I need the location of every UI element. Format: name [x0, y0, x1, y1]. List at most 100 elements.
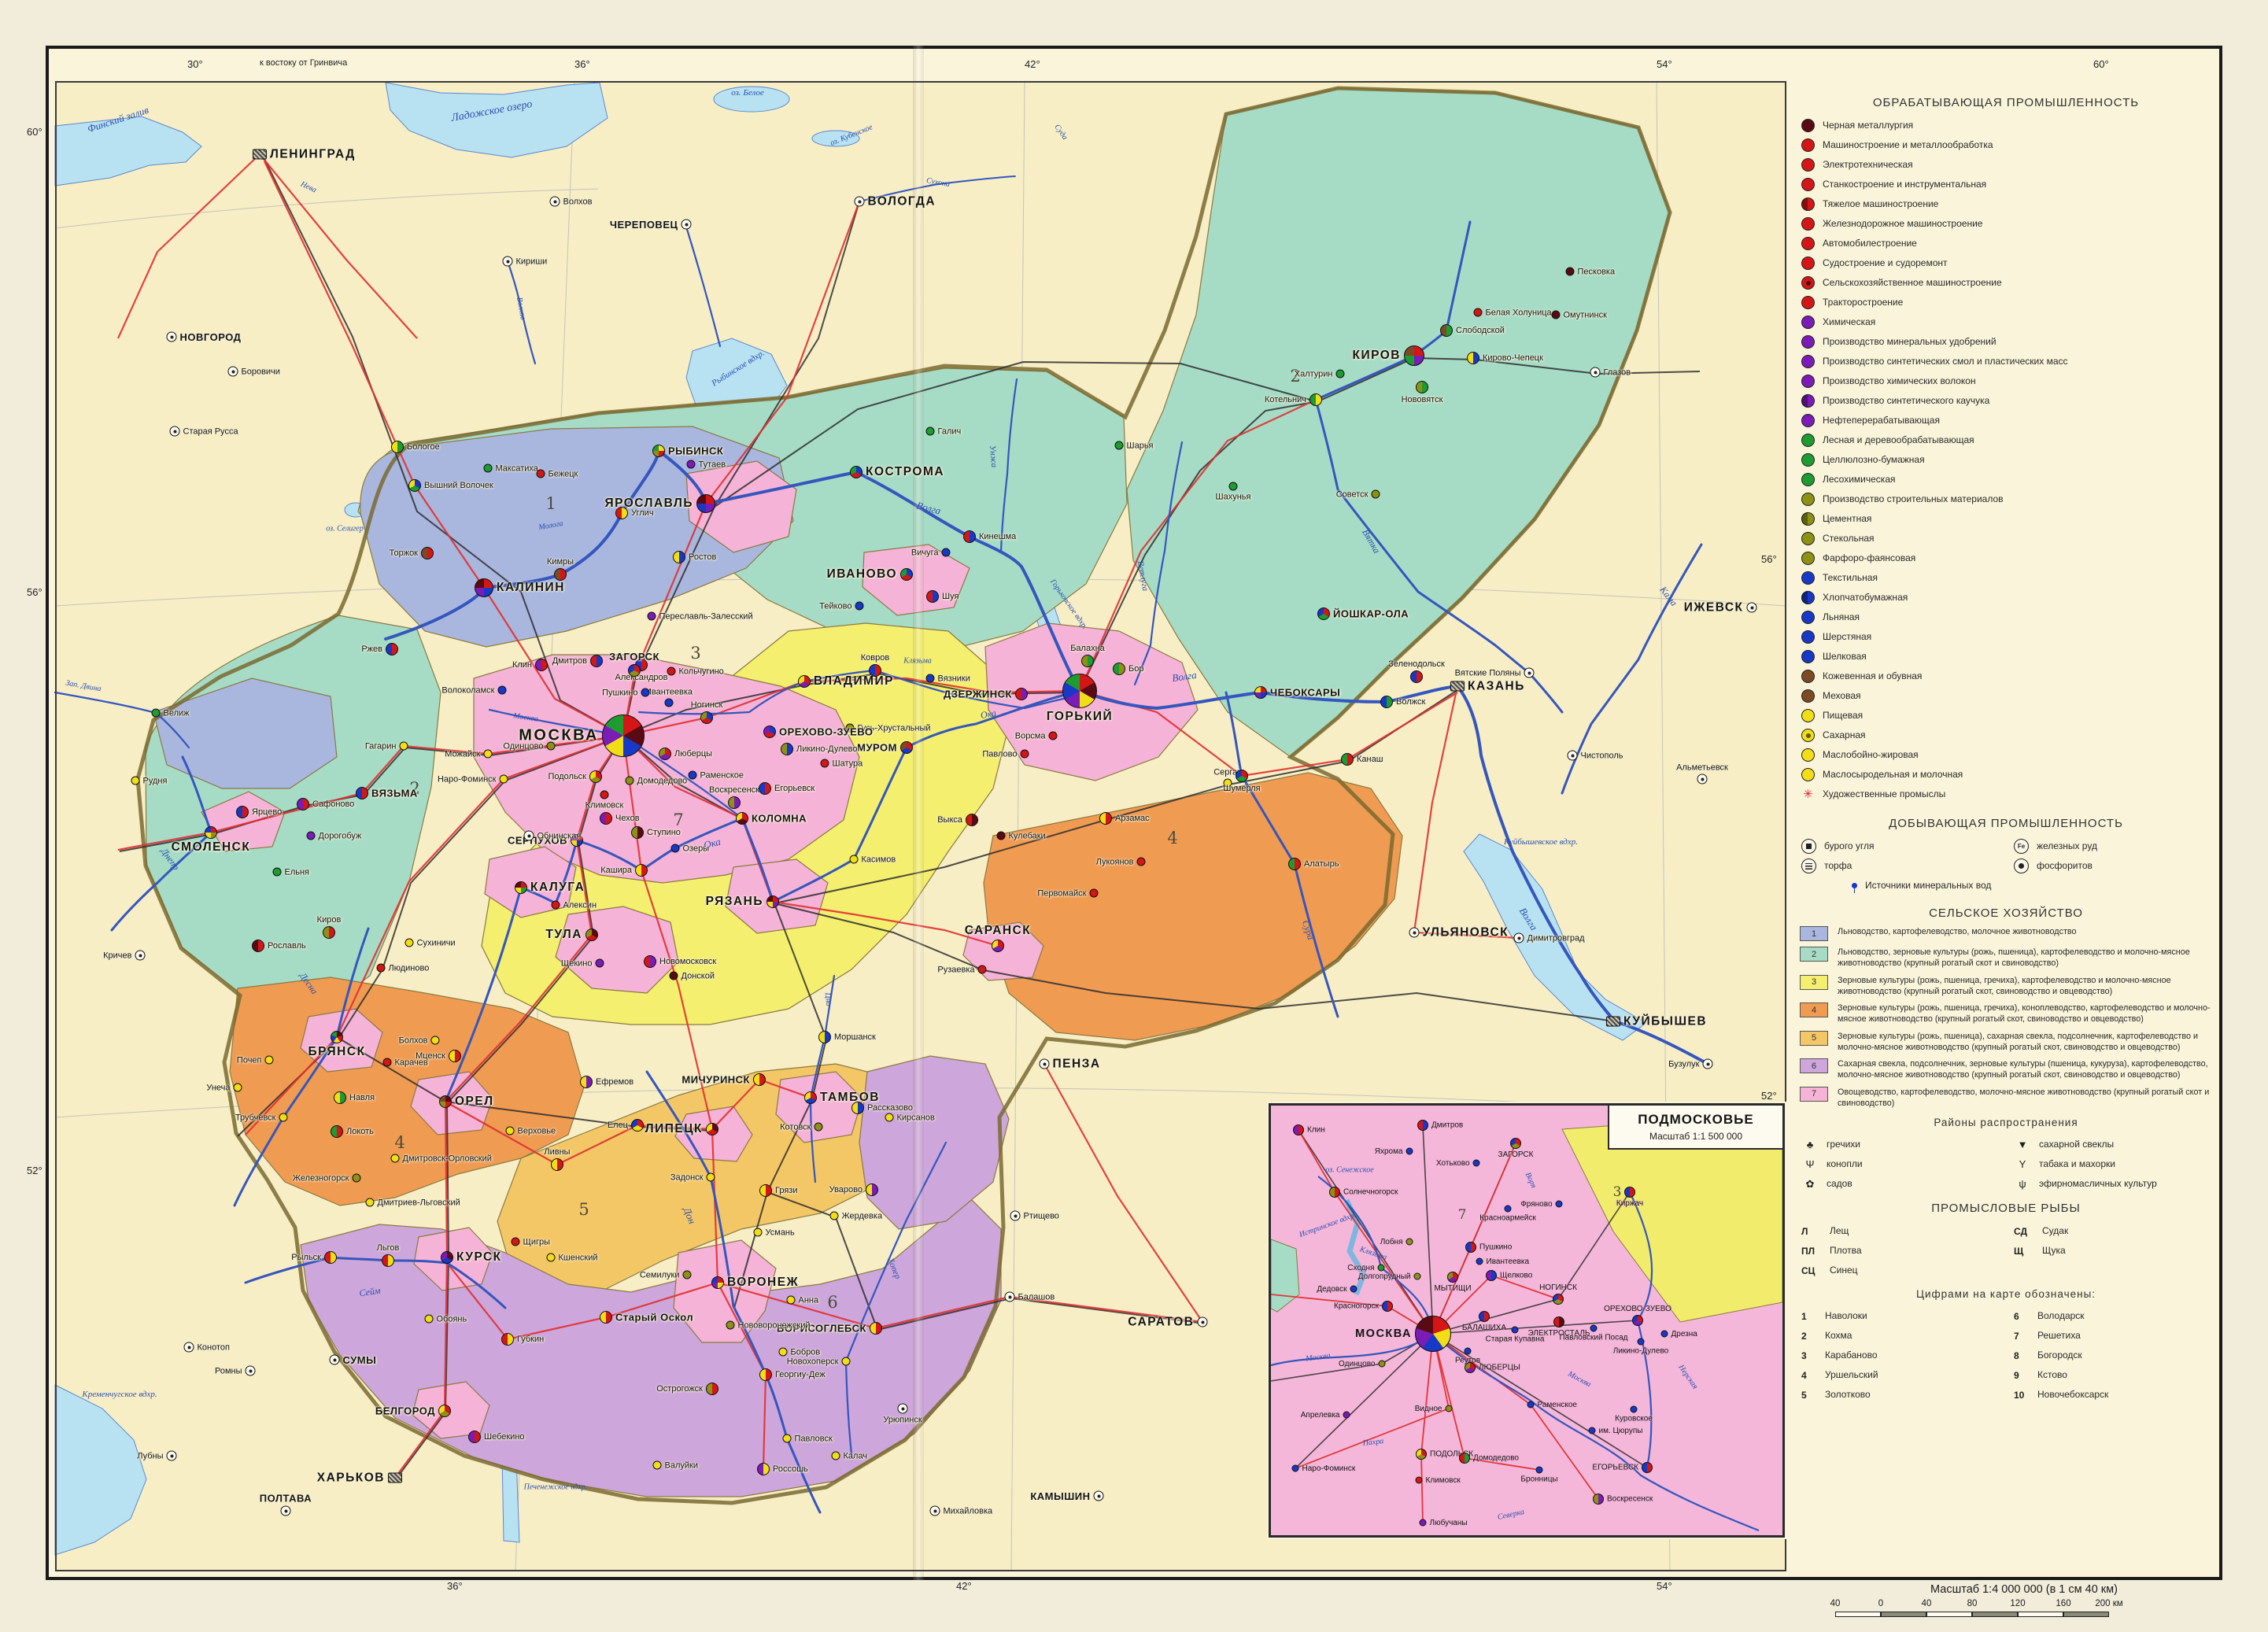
city-label: Почеп [236, 1055, 262, 1065]
legend-swatch [1801, 217, 1815, 231]
city-marker [1309, 393, 1322, 406]
city-marker [1378, 1360, 1386, 1368]
city-marker [992, 940, 1004, 952]
water-label: оз. Белое [731, 88, 764, 98]
city-label: Нововятск [1401, 395, 1443, 404]
legend-item: Текстильная [1797, 568, 2215, 588]
city-marker [253, 149, 267, 160]
city-Долгопрудный: Долгопрудный [1358, 1272, 1421, 1281]
city-label: ОРЕХОВО-ЗУЕВО [779, 726, 874, 738]
city-marker [421, 547, 434, 559]
city-МОСКВА: МОСКВА [519, 714, 645, 757]
city-marker [1465, 1362, 1476, 1373]
city-label: Дмитров [552, 656, 587, 666]
legend-item-label: Производство строительных материалов [1823, 493, 2004, 504]
legend-fish-item: ПЛ Плотва [1801, 1244, 1862, 1257]
city-Лукоянов: Лукоянов [1096, 857, 1146, 866]
legend-mining-items: бурого угля торфа Fe железных руд фосфоритов [1797, 836, 2215, 876]
graticule-label-right: 52° [1761, 1090, 1777, 1102]
region-number: 4 [1167, 829, 1178, 847]
city-Вышний Волочек: Вышний Волочек [408, 479, 493, 492]
legend-number-item: 9 Кстово [2014, 1368, 2067, 1381]
city-marker [515, 881, 527, 894]
city-label: Новомосковск [659, 957, 717, 966]
city-marker [1637, 1338, 1645, 1346]
legend-swatch [1801, 630, 1815, 644]
city-label: Наро-Фоминск [1302, 1464, 1356, 1473]
city-label: ДЗЕРЖИНСК [943, 688, 1012, 700]
city-БОРИСОГЛЕБСК: БОРИСОГЛЕБСК [777, 1322, 882, 1335]
city-Советск: Советск [1336, 489, 1380, 499]
city-marker [589, 770, 602, 783]
graticule-label-top: 30° [187, 58, 203, 70]
legend-swatch [1801, 355, 1815, 368]
city-Урюпинск: Урюпинск [883, 1403, 922, 1425]
city-label: Валуйки [664, 1460, 698, 1470]
city-Зеленодольск: Зеленодольск [1388, 659, 1445, 683]
city-marker [483, 749, 493, 759]
city-БЕЛГОРОД: БЕЛГОРОД [375, 1405, 451, 1417]
city-marker [1382, 1301, 1393, 1312]
legend-numbers-items: 1 Наволоки 2 Кохма 3 Карабаново 4 Уршельский 5 Зо… [1797, 1306, 2215, 1405]
city-marker [535, 659, 548, 671]
city-Кирсанов: Кирсанов [885, 1113, 935, 1122]
city-marker [1371, 489, 1380, 499]
city-Велиж: Велиж [151, 708, 190, 718]
city-label: Кольчугино [678, 666, 724, 676]
city-label: Чехов [615, 814, 640, 823]
city-marker [331, 1125, 343, 1138]
city-label: Касимов [861, 855, 896, 864]
city-marker [885, 1113, 894, 1122]
scale-box: Масштаб 1:4 000 000 (в 1 см 40 км) 40 0 40… [1827, 1583, 2221, 1623]
city-marker [475, 578, 493, 597]
city-Павлово: Павлово [982, 749, 1029, 759]
city-marker [1377, 1264, 1385, 1272]
city-ТУЛА: ТУЛА [545, 928, 598, 941]
city-Вятские Поляны: Вятские Поляны [1455, 667, 1535, 678]
city-marker [324, 1251, 337, 1264]
city-ГОРЬКИЙ: ГОРЬКИЙ [1047, 674, 1112, 723]
city-marker [1551, 310, 1561, 319]
city-label: Одинцово [1339, 1359, 1376, 1368]
legend-item: Нефтеперерабатывающая [1797, 411, 2215, 430]
legend-agriculture-title: СЕЛЬСКОЕ ХОЗЯЙСТВО [1929, 906, 2083, 920]
legend-number-item: 6 Володарск [2014, 1309, 2085, 1322]
water-label: Цна [822, 991, 833, 1007]
city-label: Верховье [517, 1126, 556, 1135]
city-marker [1565, 267, 1575, 276]
city-marker [523, 830, 534, 841]
city-Углич: Углич [615, 507, 654, 519]
region-number: 2 [409, 779, 420, 798]
city-Старый Оскол: Старый Оскол [600, 1311, 693, 1324]
city-marker [391, 441, 404, 453]
city-Балахна: Балахна [1070, 644, 1105, 667]
city-marker [1590, 1324, 1598, 1332]
city-ЗАГОРСК: ЗАГОРСК [609, 651, 659, 677]
city-Гусь-Хрустальный: Гусь-Хрустальный [845, 723, 931, 733]
city-label: Димитровград [1527, 933, 1585, 943]
legend-swatch [1801, 552, 1815, 565]
city-Лобня: Лобня [1380, 1238, 1413, 1246]
city-РЯЗАНЬ: РЯЗАНЬ [706, 895, 779, 908]
city-marker [600, 790, 609, 799]
city-marker [644, 955, 656, 968]
city-marker [1416, 381, 1428, 393]
legend-item-label: Химическая [1823, 316, 1876, 327]
city-Глазов: Глазов [1590, 367, 1631, 378]
city-label: Острогожск [656, 1384, 703, 1394]
city-label: Грязи [775, 1186, 798, 1195]
city-marker [628, 664, 641, 677]
city-label: БРЯНСК [308, 1045, 366, 1058]
city-Валуйки: Валуйки [652, 1460, 698, 1470]
city-label: Красноармейск [1479, 1213, 1536, 1223]
region-number: 2 [1290, 367, 1301, 386]
city-Альметьевск: Альметьевск [1676, 763, 1728, 785]
scale-segment [1972, 1612, 2018, 1617]
scale-tick: 40 [1830, 1599, 1841, 1608]
city-Домодедово: Домодедово [1459, 1453, 1519, 1464]
city-marker [963, 530, 976, 543]
legend-number-item: 2 Кохма [1801, 1329, 1852, 1342]
city-label: Моршанск [834, 1032, 876, 1042]
city-marker [511, 1237, 520, 1246]
